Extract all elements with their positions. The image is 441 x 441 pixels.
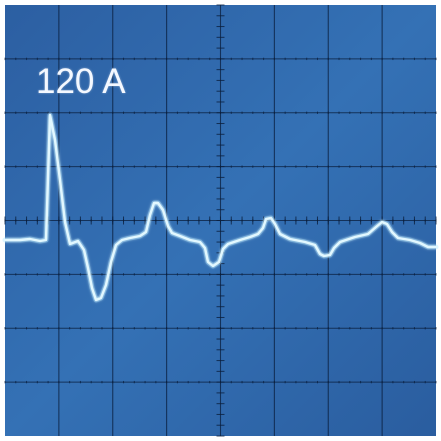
waveform-trace — [3, 113, 438, 302]
current-scale-label: 120 A — [36, 62, 126, 101]
graticule-minor-ticks — [4, 57, 437, 384]
